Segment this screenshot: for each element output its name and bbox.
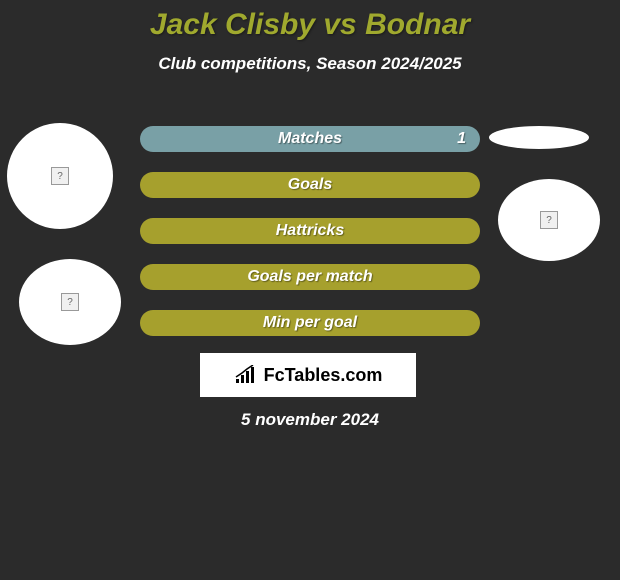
stats-bars: Matches 1 Goals Hattricks Goals per matc… — [140, 126, 480, 356]
player-circle-2: ? — [19, 259, 121, 345]
bar-hattricks: Hattricks — [140, 218, 480, 244]
placeholder-icon: ? — [540, 211, 558, 229]
player-circle-1: ? — [7, 123, 113, 229]
placeholder-icon: ? — [61, 293, 79, 311]
bar-label: Matches — [278, 130, 342, 148]
date-text: 5 november 2024 — [0, 410, 620, 430]
player-circle-3: ? — [498, 179, 600, 261]
page-subtitle: Club competitions, Season 2024/2025 — [0, 54, 620, 74]
placeholder-icon: ? — [51, 167, 69, 185]
brand-box: FcTables.com — [200, 353, 416, 397]
bar-goals-per-match: Goals per match — [140, 264, 480, 290]
bar-label: Min per goal — [263, 314, 357, 332]
bar-goals: Goals — [140, 172, 480, 198]
bar-min-per-goal: Min per goal — [140, 310, 480, 336]
bar-matches: Matches 1 — [140, 126, 480, 152]
bar-value-right: 1 — [457, 130, 466, 148]
decorative-ellipse — [489, 126, 589, 149]
bar-label: Goals — [288, 176, 332, 194]
bar-label: Goals per match — [247, 268, 372, 286]
bar-label: Hattricks — [276, 222, 344, 240]
brand-text: FcTables.com — [264, 365, 383, 386]
chart-icon — [234, 365, 258, 385]
page-title: Jack Clisby vs Bodnar — [0, 0, 620, 42]
